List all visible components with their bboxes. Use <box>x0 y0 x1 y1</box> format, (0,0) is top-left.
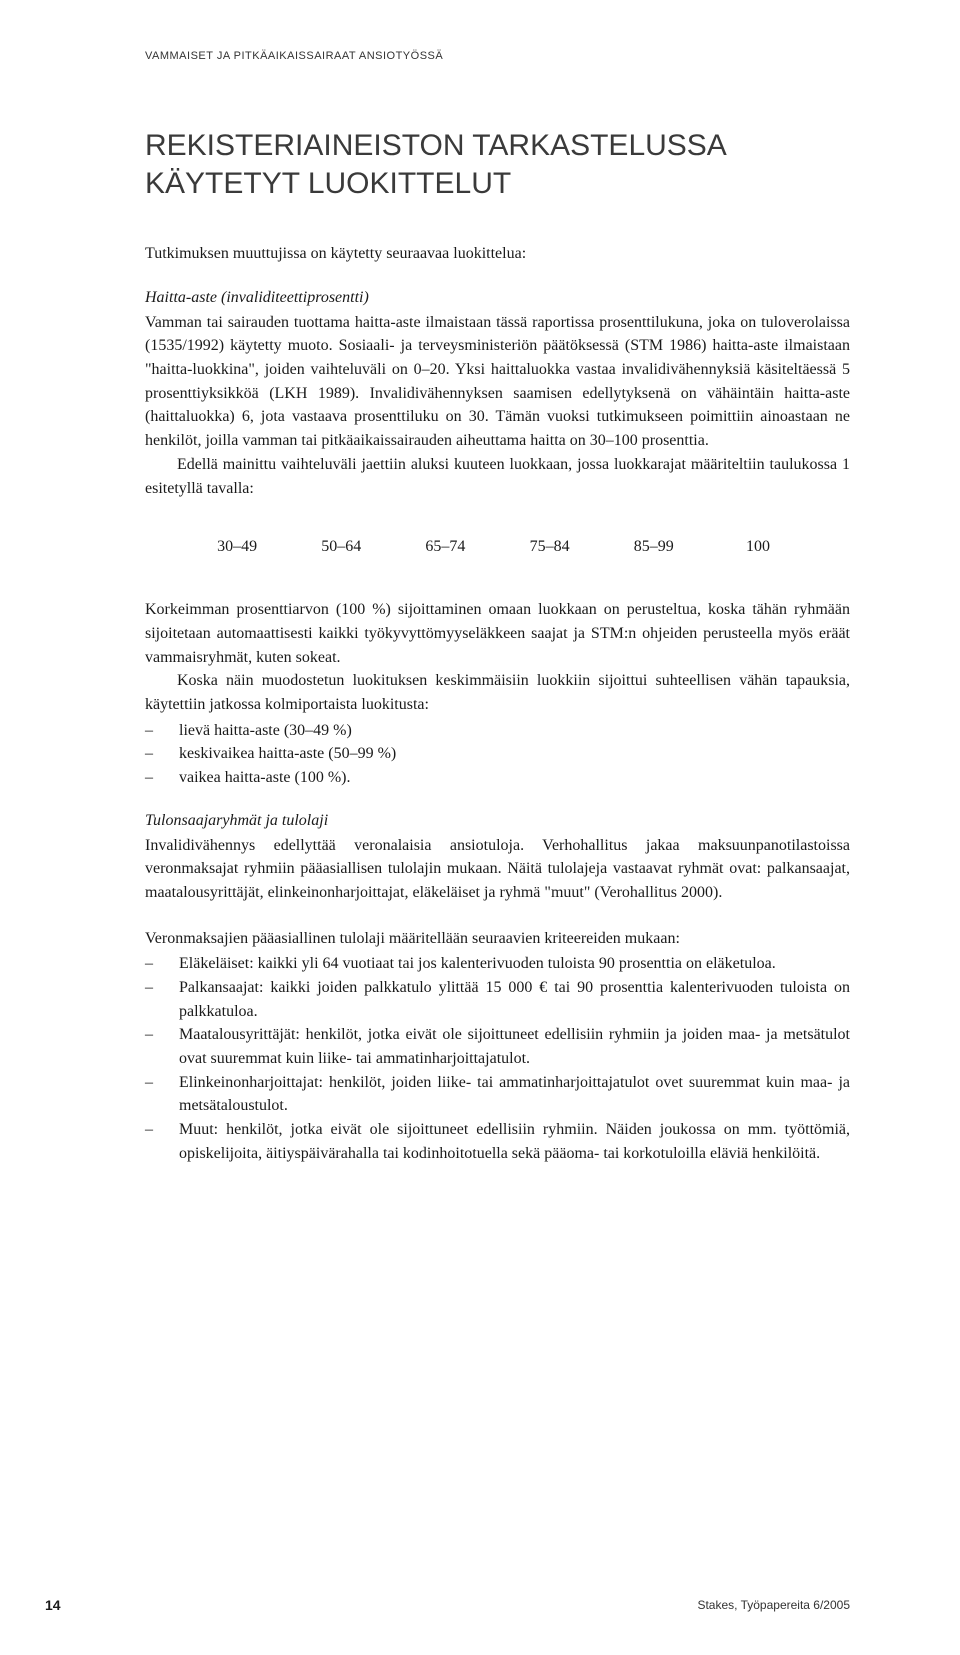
range-cell: 50–64 <box>289 538 393 556</box>
footer-publication: Stakes, Työpapereita 6/2005 <box>697 1598 850 1612</box>
page-title: REKISTERIAINEISTON TARKASTELUSSA KÄYTETY… <box>145 127 850 202</box>
section1-heading: Haitta-aste (invaliditeettiprosentti) <box>145 289 850 307</box>
section1-para1: Vamman tai sairauden tuottama haitta-ast… <box>145 311 850 453</box>
section3-heading: Tulonsaajaryhmät ja tulolaji <box>145 812 850 830</box>
list-item: Palkansaajat: kaikki joiden palkkatulo y… <box>145 976 850 1023</box>
list-item: Eläkeläiset: kaikki yli 64 vuotiaat tai … <box>145 952 850 976</box>
page-number: 14 <box>45 1597 61 1613</box>
section2-para1: Korkeimman prosenttiarvon (100 %) sijoit… <box>145 598 850 669</box>
range-cell: 75–84 <box>498 538 602 556</box>
list-item: keskivaikea haitta-aste (50–99 %) <box>145 742 850 766</box>
list-item: Muut: henkilöt, jotka eivät ole sijoittu… <box>145 1118 850 1165</box>
list-item: Maatalousyrittäjät: henkilöt, jotka eivä… <box>145 1023 850 1070</box>
list-item: lievä haitta-aste (30–49 %) <box>145 719 850 743</box>
section1-para2: Edellä mainittu vaihteluväli jaettiin al… <box>145 453 850 500</box>
section4-intro: Veronmaksajien pääasiallinen tulolaji mä… <box>145 927 850 951</box>
range-cell: 85–99 <box>602 538 706 556</box>
running-header: VAMMAISET JA PITKÄAIKAISSAIRAAT ANSIOTYÖ… <box>145 50 850 62</box>
intro-text: Tutkimuksen muuttujissa on käytetty seur… <box>145 242 850 267</box>
range-table: 30–49 50–64 65–74 75–84 85–99 100 <box>145 538 850 556</box>
section3-para1: Invalidivähennys edellyttää veronalaisia… <box>145 834 850 905</box>
section2-para2: Koska näin muodostetun luokituksen keski… <box>145 669 850 716</box>
page-footer: 14 Stakes, Työpapereita 6/2005 <box>45 1597 850 1613</box>
range-cell: 30–49 <box>185 538 289 556</box>
range-cell: 100 <box>706 538 810 556</box>
list-item: Elinkeinonharjoittajat: henkilöt, joiden… <box>145 1071 850 1118</box>
severity-list: lievä haitta-aste (30–49 %) keskivaikea … <box>145 719 850 790</box>
criteria-list: Eläkeläiset: kaikki yli 64 vuotiaat tai … <box>145 952 850 1165</box>
list-item: vaikea haitta-aste (100 %). <box>145 766 850 790</box>
range-cell: 65–74 <box>393 538 497 556</box>
